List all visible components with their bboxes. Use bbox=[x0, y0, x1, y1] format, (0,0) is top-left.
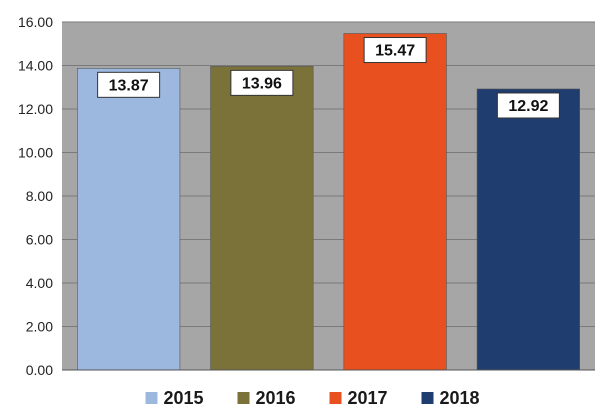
y-tick-label: 6.00 bbox=[26, 232, 53, 248]
bar-2018 bbox=[476, 88, 580, 371]
data-labels: 13.87 13.96 15.47 12.92 bbox=[97, 37, 560, 119]
y-tick-label: 4.00 bbox=[26, 275, 53, 291]
data-label-box bbox=[363, 37, 427, 64]
legend-item-2016: 2016 bbox=[237, 388, 296, 408]
legend-label: 2016 bbox=[256, 388, 296, 408]
legend-item-2015: 2015 bbox=[145, 388, 204, 408]
y-tick-label: 8.00 bbox=[26, 188, 53, 204]
bar-2017 bbox=[343, 33, 447, 371]
legend-swatch bbox=[237, 392, 250, 404]
y-tick-label: 12.00 bbox=[18, 101, 53, 117]
bars bbox=[77, 33, 580, 371]
bar-2015 bbox=[77, 68, 181, 371]
y-tick-label: 2.00 bbox=[26, 319, 53, 335]
y-tick-label: 16.00 bbox=[18, 14, 53, 30]
legend-label: 2017 bbox=[348, 388, 388, 408]
legend-swatch bbox=[145, 392, 158, 404]
data-label-2015: 13.87 bbox=[97, 71, 161, 98]
legend-label: 2018 bbox=[440, 388, 480, 408]
legend-item-2017: 2017 bbox=[329, 388, 388, 408]
data-label-text: 12.92 bbox=[508, 98, 548, 115]
data-label-2017: 15.47 bbox=[363, 37, 427, 64]
y-axis-ticks: 0.00 2.00 4.00 6.00 8.00 10.00 12.00 14.00 16.00 bbox=[18, 14, 53, 378]
data-label-2016: 13.96 bbox=[230, 69, 294, 96]
y-tick-label: 10.00 bbox=[18, 145, 53, 161]
data-label-box bbox=[230, 69, 294, 96]
legend-item-2018: 2018 bbox=[421, 388, 480, 408]
data-label-box bbox=[97, 71, 161, 98]
data-label-text: 13.96 bbox=[242, 75, 282, 92]
data-label-text: 13.87 bbox=[109, 77, 149, 94]
y-tick-label: 0.00 bbox=[26, 362, 53, 378]
legend: 2015 2016 2017 2018 bbox=[145, 388, 480, 408]
legend-label: 2015 bbox=[164, 388, 204, 408]
data-label-box bbox=[496, 92, 560, 119]
legend-swatch bbox=[421, 392, 434, 404]
y-tick-label: 14.00 bbox=[18, 58, 53, 74]
data-label-text: 15.47 bbox=[375, 43, 415, 60]
bar-2016 bbox=[210, 66, 314, 371]
legend-swatch bbox=[329, 392, 342, 404]
data-label-2018: 12.92 bbox=[496, 92, 560, 119]
